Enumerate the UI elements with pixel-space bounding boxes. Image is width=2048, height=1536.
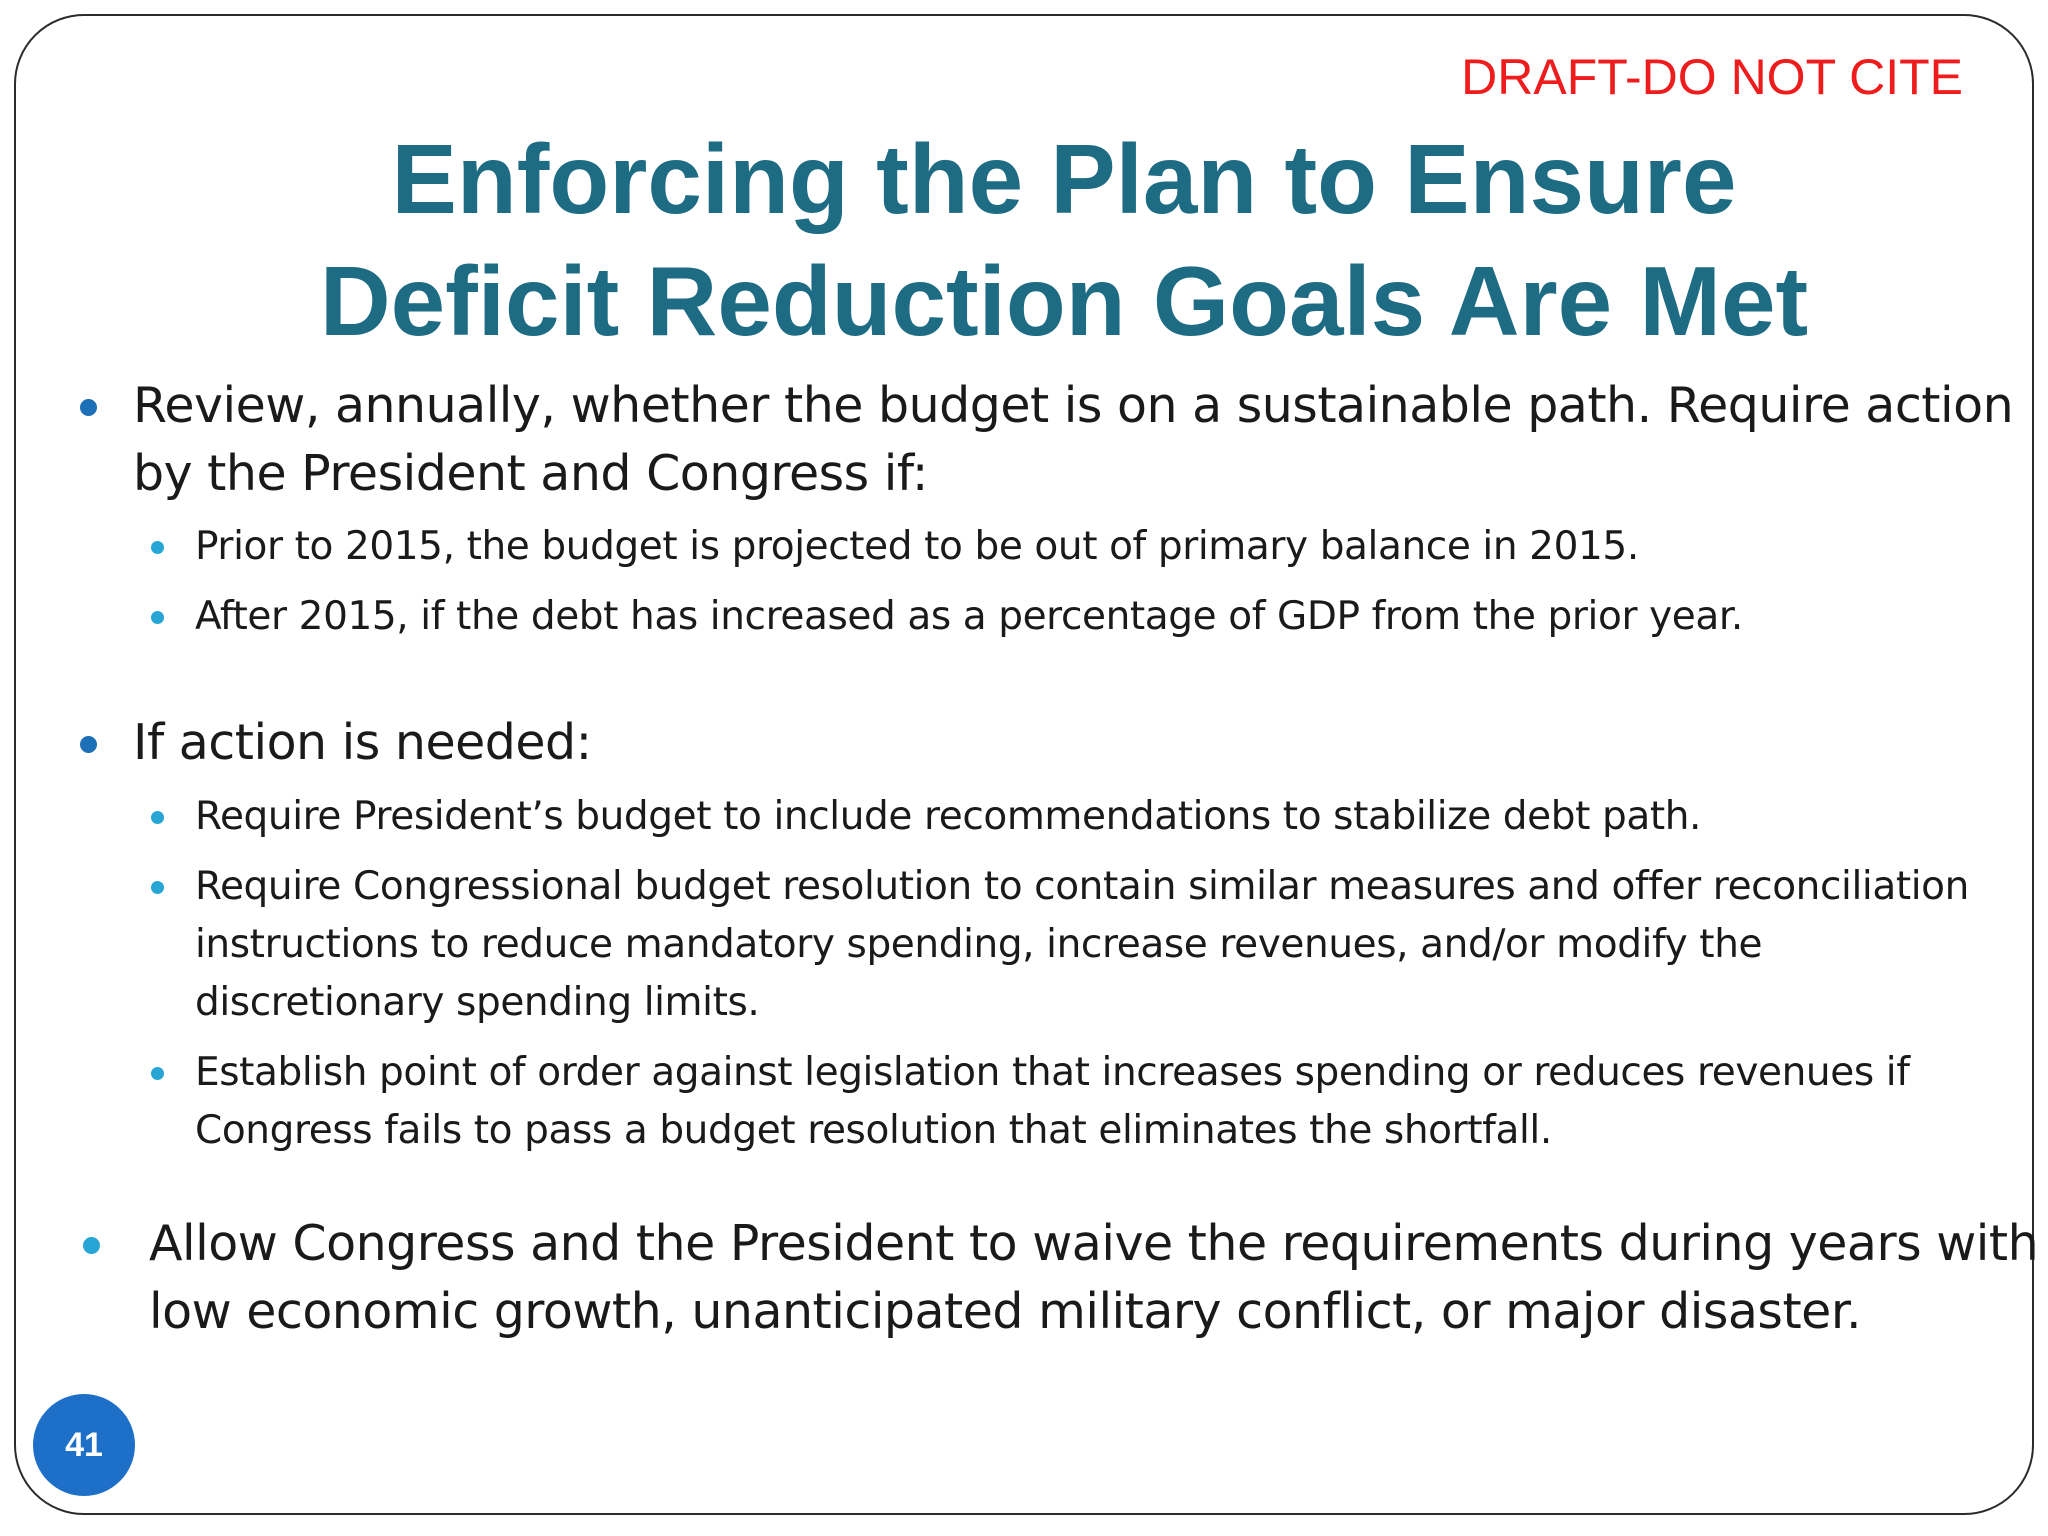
sub-bullet-text: Establish point of order against legisla…: [195, 1050, 1910, 1153]
bullet-review-annually: Review, annually, whether the budget is …: [80, 372, 2033, 508]
sub-bullet-president-budget: Require President’s budget to include re…: [151, 788, 2015, 846]
sub-bullet-dot: [151, 1067, 164, 1080]
sub-bullet-after-2015: After 2015, if the debt has increased as…: [151, 588, 2015, 646]
sub-bullet-point-of-order: Establish point of order against legisla…: [151, 1044, 2015, 1160]
sub-bullet-text: Require President’s budget to include re…: [195, 794, 1702, 839]
draft-watermark-label: DRAFT-DO NOT CITE: [1461, 49, 1963, 105]
bullet-dot: [83, 1237, 100, 1254]
bullet-dot: [80, 736, 97, 753]
bullet-if-action-needed: If action is needed:: [80, 709, 2033, 777]
bullet-allow-waive: Allow Congress and the President to waiv…: [83, 1210, 2048, 1346]
sub-bullet-congressional-resolution: Require Congressional budget resolution …: [151, 858, 2015, 1032]
bullet-text: If action is needed:: [133, 714, 592, 771]
sub-bullet-dot: [151, 541, 164, 554]
sub-bullet-dot: [151, 611, 164, 624]
bullet-text: Allow Congress and the President to waiv…: [149, 1215, 2039, 1340]
sub-bullet-dot: [151, 811, 164, 824]
bullet-text: Review, annually, whether the budget is …: [133, 377, 2014, 502]
bullet-dot: [80, 399, 97, 416]
sub-bullet-prior-2015: Prior to 2015, the budget is projected t…: [151, 518, 2015, 576]
page-number-badge: 41: [33, 1394, 135, 1496]
sub-bullet-text: After 2015, if the debt has increased as…: [195, 594, 1743, 639]
sub-bullet-text: Require Congressional budget resolution …: [195, 864, 1969, 1025]
slide-title: Enforcing the Plan to Ensure Deficit Red…: [0, 118, 2048, 362]
slide-frame: [14, 14, 2034, 1515]
sub-bullet-text: Prior to 2015, the budget is projected t…: [195, 524, 1639, 569]
slide-title-line-1: Enforcing the Plan to Ensure: [391, 124, 1737, 234]
sub-bullet-dot: [151, 881, 164, 894]
slide-title-line-2: Deficit Reduction Goals Are Met: [319, 246, 1809, 356]
